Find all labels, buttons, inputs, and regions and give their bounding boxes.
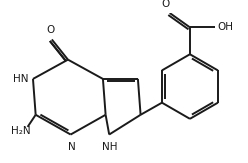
Text: H₂N: H₂N xyxy=(11,126,30,136)
Text: OH: OH xyxy=(217,22,233,32)
Text: O: O xyxy=(161,0,169,9)
Text: N: N xyxy=(68,142,75,152)
Text: O: O xyxy=(46,25,54,35)
Text: NH: NH xyxy=(102,142,118,152)
Text: HN: HN xyxy=(13,74,29,84)
